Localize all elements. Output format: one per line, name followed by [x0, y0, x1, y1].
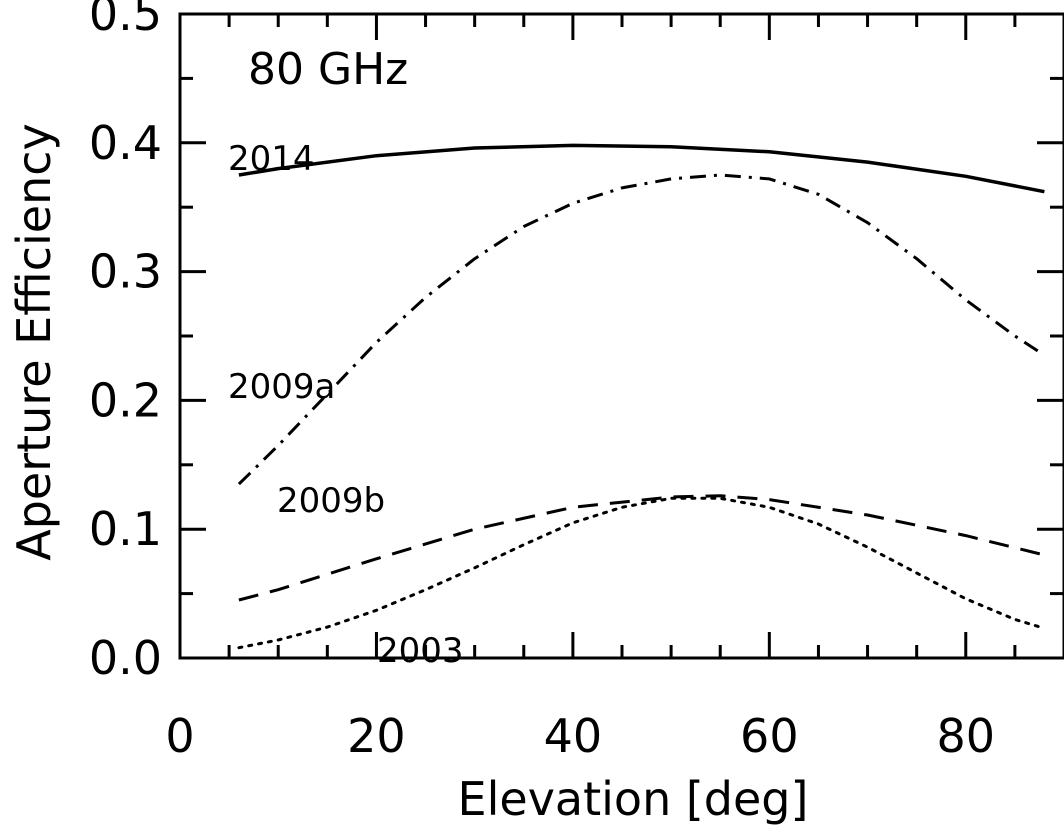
- series-line-2009a: [238, 494, 1045, 602]
- y-tick-label: 0.0: [89, 631, 162, 685]
- series-label-2003: 2003: [377, 631, 464, 671]
- y-axis-label: Aperture Efficiency: [7, 123, 61, 560]
- x-tick-label: 80: [937, 709, 996, 763]
- series-line-2014: [238, 143, 1045, 194]
- series-label-2009a: 2009a: [228, 367, 335, 407]
- annotation-frequency: 80 GHz: [248, 44, 408, 95]
- series-label-2009b: 2009b: [277, 481, 385, 521]
- x-axis-label: Elevation [deg]: [458, 772, 809, 826]
- x-tick-label: 20: [347, 709, 406, 763]
- series-line-2009b: [237, 173, 1046, 486]
- y-tick-label: 0.4: [89, 116, 162, 170]
- x-tick-label: 40: [544, 709, 603, 763]
- y-tick-label: 0.1: [89, 502, 162, 556]
- plot-frame: [178, 12, 1064, 660]
- series-layer: [237, 143, 1046, 650]
- y-tick-label: 0.5: [89, 0, 162, 41]
- label-layer: 80 GHz Elevation [deg] Aperture Efficien…: [7, 0, 995, 826]
- x-tick-label: 60: [740, 709, 799, 763]
- series-line-2003: [237, 496, 1046, 650]
- y-tick-label: 0.2: [89, 373, 162, 427]
- x-tick-label: 0: [165, 709, 194, 763]
- y-tick-label: 0.3: [89, 245, 162, 299]
- plot-area: [178, 12, 1064, 660]
- series-label-2014: 2014: [228, 139, 315, 179]
